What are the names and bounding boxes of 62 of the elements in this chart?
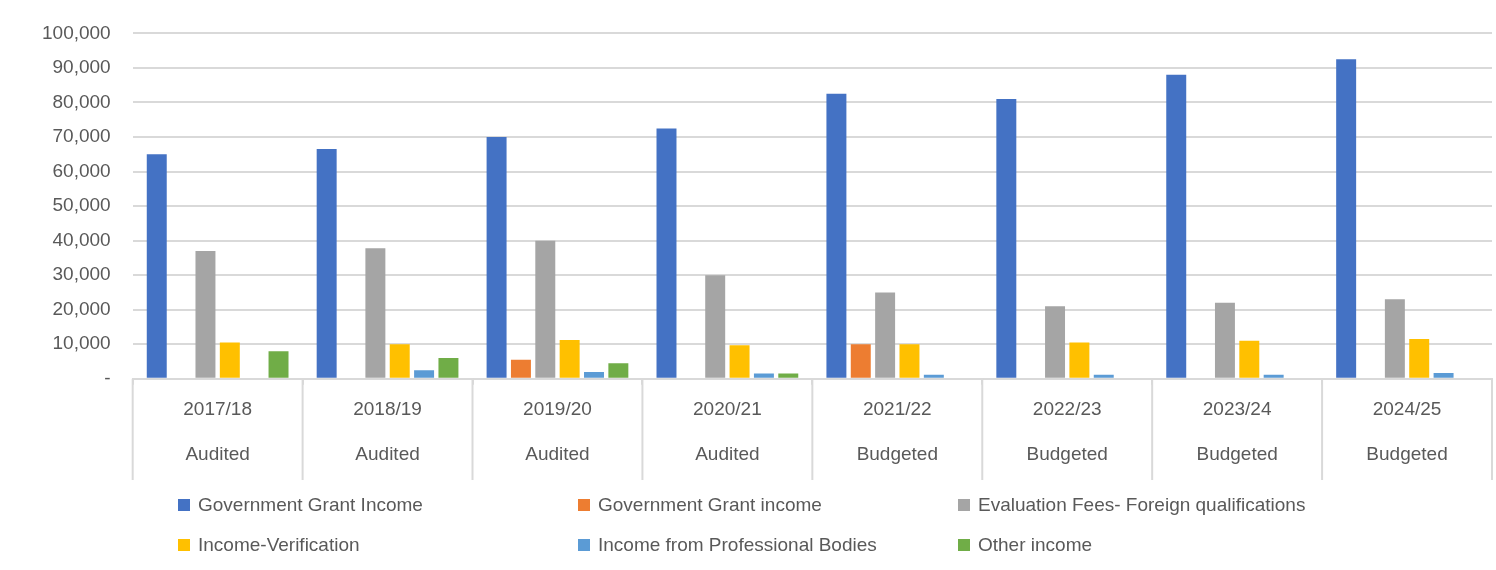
- bar: [850, 344, 871, 378]
- bar: [1336, 59, 1357, 378]
- category-label: 2018/19 Audited: [353, 397, 422, 465]
- legend-label: Evaluation Fees- Foreign qualifications: [977, 494, 1307, 516]
- bar: [729, 345, 750, 378]
- category-label: 2020/21 Audited: [693, 397, 762, 465]
- bar: [414, 370, 435, 378]
- legend-label: Income-Verification: [197, 534, 361, 556]
- bar: [268, 351, 289, 378]
- category-label: 2022/23 Budgeted: [1026, 397, 1108, 465]
- bar: [753, 373, 774, 378]
- bar: [584, 371, 604, 378]
- category-label: 2019/20 Audited: [523, 397, 592, 465]
- bar: [195, 251, 216, 378]
- bar: [996, 99, 1017, 378]
- legend-label: Income from Professional Bodies: [597, 534, 878, 556]
- bar: [1093, 374, 1114, 378]
- category-label: 2017/18 Audited: [183, 397, 252, 465]
- bar: [923, 374, 944, 378]
- y-tick-label: -: [104, 367, 111, 389]
- bar: [389, 344, 410, 378]
- y-tick-label: 20,000: [52, 297, 111, 319]
- bar: [826, 93, 847, 378]
- y-tick-label: 30,000: [52, 263, 111, 285]
- bar: [1045, 306, 1066, 378]
- bar: [316, 149, 337, 378]
- y-tick-label: 80,000: [52, 90, 111, 112]
- bar: [705, 275, 726, 378]
- bar: [146, 154, 167, 378]
- y-tick-label: 90,000: [52, 56, 111, 78]
- bar: [656, 128, 677, 378]
- bar: [608, 363, 629, 378]
- legend-label: Other income: [977, 534, 1094, 556]
- y-tick-label: 70,000: [52, 125, 111, 147]
- bar: [535, 240, 556, 378]
- bar: [1214, 302, 1235, 378]
- category-label: 2021/22 Budgeted: [856, 397, 938, 465]
- y-tick-label: 50,000: [52, 194, 111, 216]
- bar: [899, 344, 920, 378]
- bar: [1433, 372, 1454, 378]
- bar: [778, 373, 799, 378]
- bar: [875, 292, 896, 378]
- bar: [1409, 339, 1430, 378]
- y-tick-label: 100,000: [41, 21, 111, 43]
- legend-label: Government Grant Income: [197, 494, 424, 516]
- bar: [1166, 74, 1187, 378]
- bar: [1069, 342, 1090, 378]
- bar: [438, 358, 459, 378]
- y-tick-label: 60,000: [52, 159, 111, 181]
- bar: [219, 342, 240, 378]
- y-tick-label: 40,000: [52, 228, 111, 250]
- bar: [365, 248, 386, 378]
- bar: [510, 359, 531, 378]
- bar: [559, 340, 580, 378]
- category-label: 2024/25 Budgeted: [1366, 397, 1448, 465]
- y-tick-label: 10,000: [52, 332, 111, 354]
- legend-label: Government Grant income: [597, 494, 823, 516]
- bar: [486, 137, 507, 378]
- category-label: 2023/24 Budgeted: [1196, 397, 1278, 465]
- bar: [1384, 299, 1405, 378]
- bar: [1239, 340, 1260, 378]
- bar: [1263, 374, 1284, 378]
